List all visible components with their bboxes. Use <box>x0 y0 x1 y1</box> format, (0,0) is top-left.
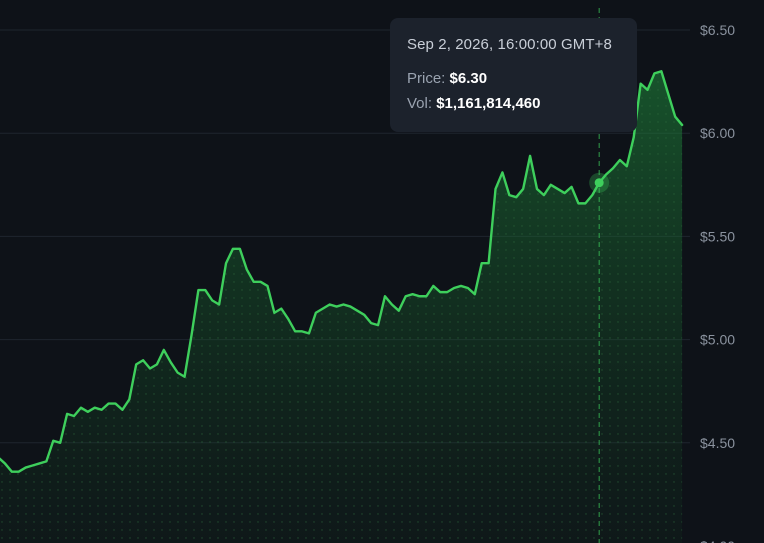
tooltip-price-label: Price: <box>407 70 446 87</box>
tooltip-price-row: Price: $6.30 <box>407 70 620 87</box>
price-line-group <box>0 70 684 473</box>
y-tick-label: $5.50 <box>700 228 735 244</box>
hover-point[interactable] <box>594 178 604 188</box>
tooltip-date: Sep 2, 2026, 16:00:00 GMT+8 <box>407 36 612 53</box>
tooltip-price-value: $6.30 <box>449 70 488 87</box>
y-tick-label: $5.00 <box>700 332 735 348</box>
tooltip-volume-label: Vol: <box>407 95 433 112</box>
hover-marker-group <box>589 8 610 543</box>
y-axis-ticks: $6.50 $6.00 $5.50 $5.00 $4.50 $4.00 <box>700 22 735 543</box>
tooltip-volume-value: $1,161,814,460 <box>436 95 541 112</box>
area-dot-texture <box>0 71 683 543</box>
y-tick-label: $4.50 <box>700 435 735 451</box>
tooltip-volume-row: Vol: $1,161,814,460 <box>407 95 620 112</box>
y-tick-label: $4.00 <box>700 538 735 543</box>
y-tick-label: $6.50 <box>700 22 735 38</box>
y-tick-label: $6.00 <box>700 125 735 141</box>
area-fill-group <box>0 71 683 543</box>
price-tooltip: Sep 2, 2026, 16:00:00 GMT+8 Price: $6.30… <box>390 18 637 132</box>
price-line <box>0 70 684 473</box>
